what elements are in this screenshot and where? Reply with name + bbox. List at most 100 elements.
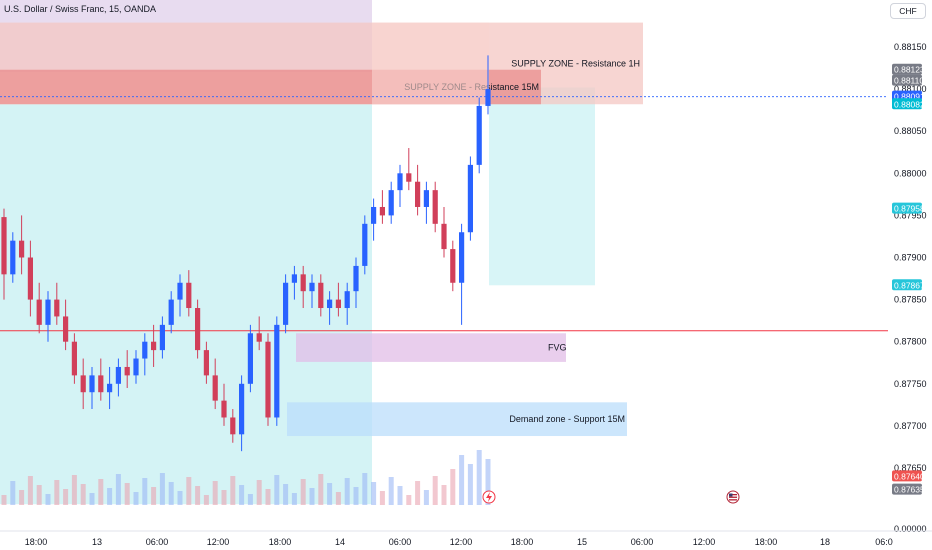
candle-body-6 [54,299,60,317]
volume-bar-54 [476,450,482,505]
candle-body-7 [63,316,69,342]
x-tick-label-0: 18:00 [25,537,48,547]
volume-bar-51 [450,469,456,505]
volume-bar-28 [247,494,253,505]
candle-body-10 [89,375,95,393]
candle-body-2 [19,240,25,258]
x-tick-label-14: 06:0 [875,537,893,547]
candle-body-24 [212,375,218,401]
us-flag-icon[interactable] [726,490,740,504]
candle-body-42 [371,206,377,224]
candle-body-37 [327,299,333,309]
x-tick-label-12: 18:00 [755,537,778,547]
candle-body-22 [195,308,201,351]
candle-body-44 [388,190,394,216]
x-tick-label-13: 18 [820,537,830,547]
x-tick-label-3: 12:00 [207,537,230,547]
candle-body-0 [1,217,7,275]
lightning-icon[interactable] [482,490,496,504]
y-tick-label-1: 0.88100 [894,84,927,94]
y-tick-label-2: 0.88050 [894,126,927,136]
candle-body-12 [107,383,113,393]
volume-bar-10 [89,493,95,505]
currency-button[interactable]: CHF [890,3,926,19]
y-tick-label-7: 0.87800 [894,337,927,347]
volume-bar-41 [362,473,368,505]
x-tick-label-6: 06:00 [389,537,412,547]
price-badge-text-6: 0.87640 [894,471,925,481]
chart-title: U.S. Dollar / Swiss Franc, 15, OANDA [4,4,156,14]
target-box [489,87,595,286]
candle-body-32 [283,282,289,325]
candle-body-19 [168,299,174,325]
candle-body-23 [203,350,209,376]
candle-body-55 [485,89,491,106]
candle-body-4 [36,299,42,325]
x-tick-label-1: 13 [92,537,102,547]
volume-bar-13 [115,474,121,505]
volume-bar-18 [159,473,165,505]
candle-body-47 [415,181,421,207]
candle-body-9 [80,375,86,393]
candle-body-53 [467,164,473,233]
candle-body-54 [476,105,482,165]
volume-bar-46 [406,495,412,505]
x-tick-label-11: 12:00 [693,537,716,547]
volume-bar-37 [327,483,333,505]
volume-bar-30 [265,489,271,505]
candle-body-16 [142,341,148,359]
zone-label-3: Demand zone - Support 15M [509,414,625,424]
price-badge-text-5: 0.87867 [894,280,925,290]
volume-bar-33 [291,493,297,505]
y-tick-label-9: 0.87700 [894,421,927,431]
candle-body-8 [71,341,77,376]
candle-body-43 [379,206,385,216]
candle-body-1 [10,240,16,275]
volume-bar-50 [441,485,447,505]
y-tick-label-4: 0.87950 [894,210,927,220]
zone-label-2: FVG [548,343,567,353]
candle-body-49 [432,190,438,224]
volume-axis-label: 0.00000 [894,524,927,534]
price-badge-text-0: 0.88123 [894,65,925,75]
candle-body-36 [318,282,324,309]
price-badge-text-4: 0.87958 [894,204,925,214]
candle-body-30 [265,341,271,418]
candle-body-11 [98,375,104,393]
candle-body-26 [230,417,236,435]
volume-bar-24 [212,481,218,505]
candle-body-35 [309,282,315,292]
price-badge-text-7: 0.87635 [894,485,925,495]
volume-bar-14 [124,483,130,505]
time-axis: 18:00 13 06:00 12:00 18:00 14 06:00 12:00 18:00 1… [0,530,932,547]
price-badge-text-1: 0.88110 [894,76,924,86]
candle-body-50 [441,223,447,250]
candle-body-21 [186,282,192,309]
volume-bar-32 [283,484,289,505]
volume-bar-53 [467,464,473,505]
candle-body-39 [344,291,350,309]
candle-body-3 [27,257,33,300]
volume-bar-44 [388,477,394,505]
candle-body-5 [45,299,51,325]
volume-bar-11 [98,479,104,505]
candle-body-28 [247,333,253,384]
candle-body-17 [151,341,157,351]
volume-bar-19 [168,482,174,505]
supply-overlay [372,22,489,105]
volume-bar-16 [142,478,148,505]
price-badge-4 [892,202,922,214]
zone-label-0: SUPPLY ZONE - Resistance 1H [511,58,640,68]
volume-bar-23 [203,495,209,505]
volume-bar-38 [335,492,341,505]
price-axis: 0.881500.881000.880500.880000.879500.879… [894,42,927,534]
volume-bar-29 [256,480,262,505]
volume-bar-17 [151,487,157,505]
candle-body-34 [300,274,306,292]
volume-bar-9 [80,484,86,505]
candle-body-38 [335,299,341,309]
volume-bar-22 [195,486,201,505]
volume-bar-3 [27,476,33,505]
y-tick-label-10: 0.87650 [894,463,927,473]
candle-body-31 [274,324,280,418]
